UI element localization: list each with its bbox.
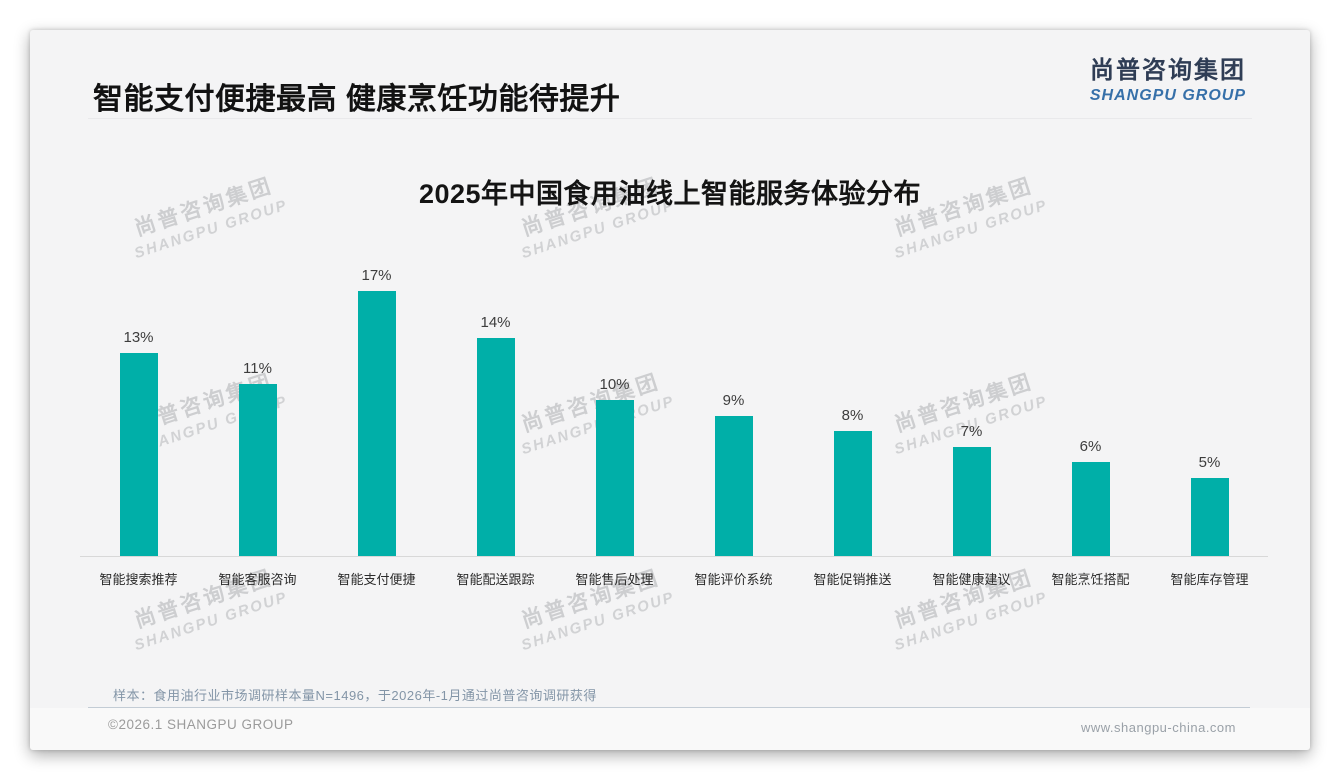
x-axis-line xyxy=(80,556,1268,557)
category-label: 智能评价系统 xyxy=(694,572,773,587)
category-label: 智能售后处理 xyxy=(575,572,654,587)
bar xyxy=(1071,462,1110,556)
bar-value-label: 14% xyxy=(480,314,511,331)
bar xyxy=(476,338,515,556)
bar-column: 17% xyxy=(317,268,436,556)
bar-value-label: 8% xyxy=(841,407,864,424)
bar-value-label: 9% xyxy=(722,392,745,409)
watermark-chinese-text: 尚普咨询集团 xyxy=(891,566,1037,633)
x-axis-labels: 智能搜索推荐 智能客服咨询 智能支付便捷 智能配送跟踪 智能售后处理 智能评价系统 智能促销… xyxy=(79,569,1269,588)
watermark-english-text: SHANGPU GROUP xyxy=(892,588,1050,655)
watermark-chinese-text: 尚普咨询集团 xyxy=(131,566,277,633)
bar-value-label: 17% xyxy=(361,267,392,284)
category-label: 智能搜索推荐 xyxy=(99,572,178,587)
category-label: 智能库存管理 xyxy=(1170,572,1249,587)
bar-column: 5% xyxy=(1150,455,1269,556)
category-label: 智能健康建议 xyxy=(932,572,1011,587)
category-label: 智能客服咨询 xyxy=(218,572,297,587)
category-label: 智能促销推送 xyxy=(813,572,892,587)
bar xyxy=(833,431,872,556)
bar-column: 13% xyxy=(79,330,198,556)
header-divider xyxy=(88,118,1252,119)
website-url: www.shangpu-china.com xyxy=(1080,720,1236,735)
sample-note: 样本：食用油行业市场调研样本量N=1496，于2026年-1月通过尚普咨询调研获… xyxy=(113,688,597,703)
bar xyxy=(952,447,991,556)
bar-column: 8% xyxy=(793,408,912,556)
bar-chart-plot: 13% 11% 17% 14% 10% 9% 8% 7% 6% 5% xyxy=(79,256,1269,556)
bar-column: 6% xyxy=(1031,439,1150,556)
bar-value-label: 5% xyxy=(1198,454,1221,471)
bar-column: 11% xyxy=(198,361,317,556)
footer-divider xyxy=(88,707,1250,708)
bar xyxy=(357,291,396,556)
logo-chinese-text: 尚普咨询集团 xyxy=(1090,57,1246,84)
watermark-chinese-text: 尚普咨询集团 xyxy=(518,566,664,633)
category-label: 智能支付便捷 xyxy=(337,572,416,587)
bar-value-label: 6% xyxy=(1079,438,1102,455)
bar-column: 7% xyxy=(912,424,1031,556)
bar xyxy=(1190,478,1229,556)
category-label: 智能配送跟踪 xyxy=(456,572,535,587)
bar-column: 14% xyxy=(436,315,555,556)
bar xyxy=(238,384,277,556)
bar-column: 10% xyxy=(555,377,674,556)
bar-value-label: 10% xyxy=(599,376,630,393)
slide-card: 尚普咨询集团 SHANGPU GROUP 尚普咨询集团 SHANGPU GROUP 尚普… xyxy=(30,30,1310,750)
watermark-english-text: SHANGPU GROUP xyxy=(132,588,290,655)
bar xyxy=(595,400,634,556)
bar-value-label: 11% xyxy=(243,360,272,377)
watermark-english-text: SHANGPU GROUP xyxy=(519,588,677,655)
copyright-text: ©2026.1 SHANGPU GROUP xyxy=(108,717,294,732)
logo-english-text: SHANGPU GROUP xyxy=(1089,87,1246,104)
bar-column: 9% xyxy=(674,393,793,556)
bar xyxy=(714,416,753,556)
company-logo: 尚普咨询集团 SHANGPU GROUP xyxy=(1090,56,1246,105)
chart-title: 2025年中国食用油线上智能服务体验分布 xyxy=(418,179,922,209)
footer-strip xyxy=(30,708,1310,750)
page-title: 智能支付便捷最高 健康烹饪功能待提升 xyxy=(93,83,621,116)
category-label: 智能烹饪搭配 xyxy=(1051,572,1130,587)
bar-value-label: 7% xyxy=(960,423,983,440)
bar xyxy=(119,353,158,556)
bar-value-label: 13% xyxy=(123,329,154,346)
